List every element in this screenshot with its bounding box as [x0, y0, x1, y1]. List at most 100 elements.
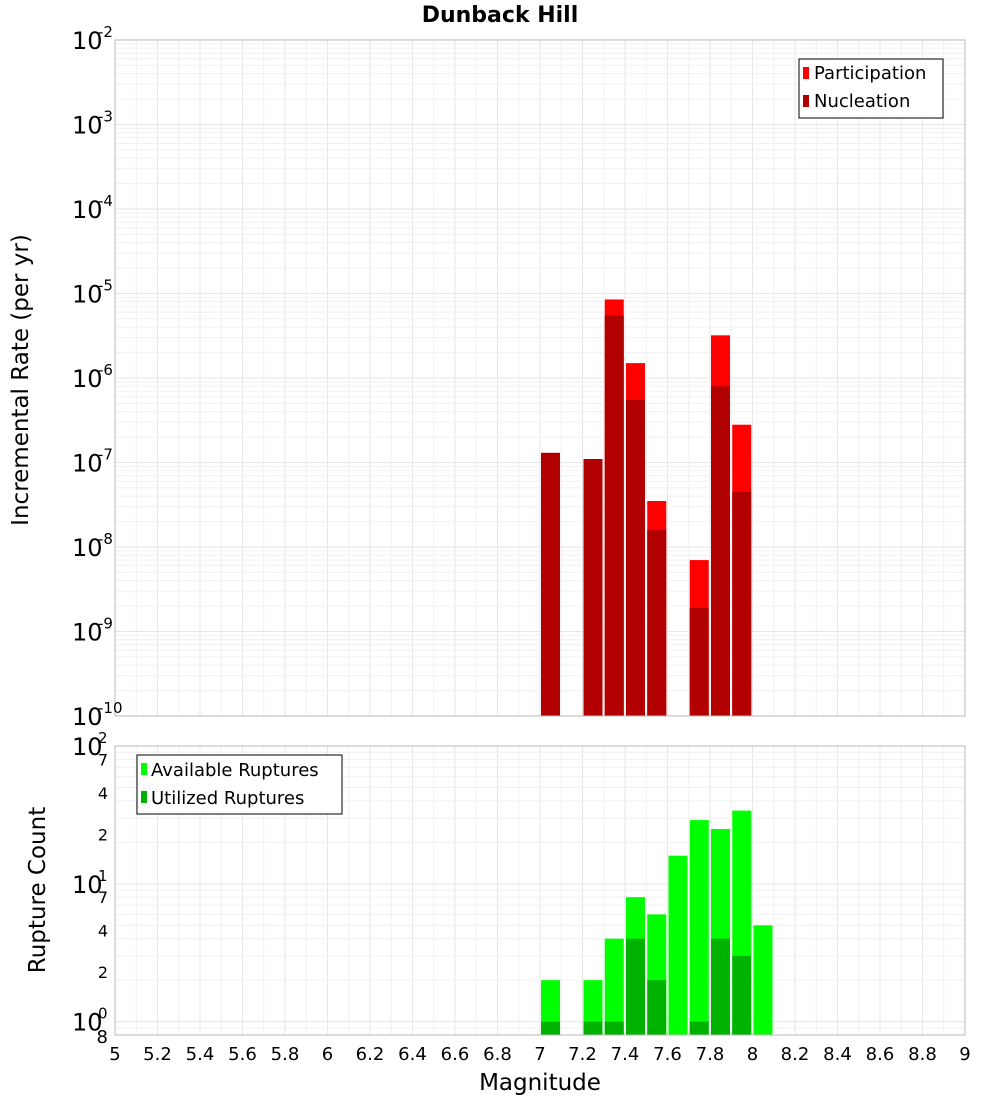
x-tick-label: 8 [747, 1044, 758, 1065]
bottom-bar-b [711, 938, 730, 1035]
legend-swatch-utilized [141, 791, 147, 803]
svg-text:-5: -5 [98, 277, 113, 295]
x-tick-label: 5.8 [271, 1044, 300, 1065]
x-tick-label: 6 [322, 1044, 333, 1065]
bottom-y-tick-label: 2 [98, 963, 108, 982]
x-tick-label: 7.4 [611, 1044, 640, 1065]
svg-text:10: 10 [72, 365, 103, 393]
x-tick-label: 7.6 [653, 1044, 682, 1065]
x-axis-label: Magnitude [479, 1070, 601, 1096]
bottom-legend-box [136, 754, 343, 815]
svg-text:-4: -4 [98, 192, 113, 210]
svg-text:10: 10 [72, 703, 103, 731]
top-bars [541, 299, 752, 716]
svg-text:10: 10 [72, 1009, 103, 1037]
bottom-bar-a [541, 980, 560, 1035]
legend-swatch-nucleation [803, 95, 809, 107]
top-y-tick-label: 10-3 [72, 108, 113, 140]
x-tick-label: 6.8 [483, 1044, 512, 1065]
bottom-y-min-label: 8 [97, 1027, 108, 1048]
top-y-tick-label: 10-6 [72, 361, 113, 393]
bottom-bar-b [626, 938, 645, 1035]
x-tick-label: 6.2 [356, 1044, 385, 1065]
svg-text:4: 4 [98, 922, 108, 941]
bottom-bar-a [668, 855, 688, 1035]
x-tick-labels: 5 5.2 5.4 5.6 5.8 6 6.2 6.4 6.6 6.8 7 7.2 7.4 7.6 7.8 8… [109, 1044, 970, 1065]
top-bar-b [647, 529, 667, 716]
top-gridlines [114, 39, 966, 717]
svg-text:2: 2 [98, 825, 108, 844]
top-bar-b [626, 399, 645, 716]
top-bar-b [583, 459, 603, 716]
x-tick-label: 5.2 [143, 1044, 172, 1065]
bottom-bar-b [604, 1021, 624, 1035]
bottom-y-tick-label: 4 [98, 784, 108, 803]
bottom-y-tick-label: 7 [98, 750, 108, 769]
bottom-bar-b [647, 980, 667, 1035]
x-tick-label: 9 [959, 1044, 970, 1065]
svg-text:10: 10 [72, 27, 103, 55]
top-legend-box [798, 58, 944, 119]
svg-text:-9: -9 [98, 615, 113, 633]
top-y-axis-label: Incremental Rate (per yr) [8, 234, 34, 526]
x-tick-label: 5.6 [228, 1044, 257, 1065]
svg-text:10: 10 [72, 281, 103, 309]
svg-text:10: 10 [72, 112, 103, 140]
bottom-plot-border [114, 745, 966, 1036]
svg-text:1: 1 [98, 867, 108, 885]
legend-label-nucleation: Nucleation [814, 91, 910, 112]
x-tick-label: 7.2 [568, 1044, 597, 1065]
bottom-bar-a [604, 938, 624, 1035]
top-bar-b [732, 491, 752, 716]
svg-text:10: 10 [72, 871, 103, 899]
x-tick-label: 5 [109, 1044, 120, 1065]
bottom-y-tick-label: 102 [72, 729, 108, 761]
chart-title: Dunback Hill [422, 3, 579, 28]
svg-text:-6: -6 [98, 361, 113, 379]
legend-swatch-available [141, 763, 147, 775]
top-y-tick-label: 10-7 [72, 446, 113, 478]
svg-text:-3: -3 [98, 108, 113, 126]
bottom-bar-b [689, 1021, 709, 1035]
bottom-y-tick-label: 101 [72, 867, 108, 899]
top-bar-b [541, 452, 560, 716]
svg-text:7: 7 [98, 888, 108, 907]
svg-text:10: 10 [72, 534, 103, 562]
bottom-legend: Available Ruptures Utilized Ruptures [136, 754, 343, 815]
top-legend: Participation Nucleation [798, 58, 944, 119]
bottom-bar-a [689, 820, 709, 1035]
legend-swatch-participation [803, 67, 809, 79]
x-tick-label: 7 [534, 1044, 545, 1065]
bottom-y-tick-label: 100 [72, 1005, 108, 1037]
bottom-y-axis-label: Rupture Count [25, 807, 51, 973]
svg-text:-8: -8 [98, 530, 113, 548]
top-bar-b [604, 315, 624, 716]
x-tick-label: 6.6 [441, 1044, 470, 1065]
top-plot-border [114, 39, 966, 717]
bottom-bars [541, 810, 773, 1035]
x-tick-label: 6.4 [398, 1044, 427, 1065]
x-tick-label: 8.6 [866, 1044, 895, 1065]
bottom-bar-b [541, 1021, 560, 1035]
svg-text:-2: -2 [98, 23, 113, 41]
top-y-tick-label: 10-2 [72, 23, 113, 55]
bottom-y-tick-label: 2 [98, 825, 108, 844]
bottom-bar-b [583, 1021, 603, 1035]
bottom-bar-a [753, 925, 773, 1035]
top-y-tick-label: 10-8 [72, 530, 113, 562]
top-bar-b [711, 386, 730, 716]
svg-text:-10: -10 [98, 699, 123, 717]
svg-text:2: 2 [98, 729, 108, 747]
x-tick-label: 8.8 [908, 1044, 937, 1065]
legend-label-available: Available Ruptures [151, 760, 319, 781]
legend-label-participation: Participation [814, 63, 926, 84]
top-bar-b [689, 607, 709, 716]
svg-text:10: 10 [72, 733, 103, 761]
x-tick-label: 7.8 [696, 1044, 725, 1065]
bottom-y-tick-label: 4 [98, 922, 108, 941]
bottom-y-tick-label: 7 [98, 888, 108, 907]
